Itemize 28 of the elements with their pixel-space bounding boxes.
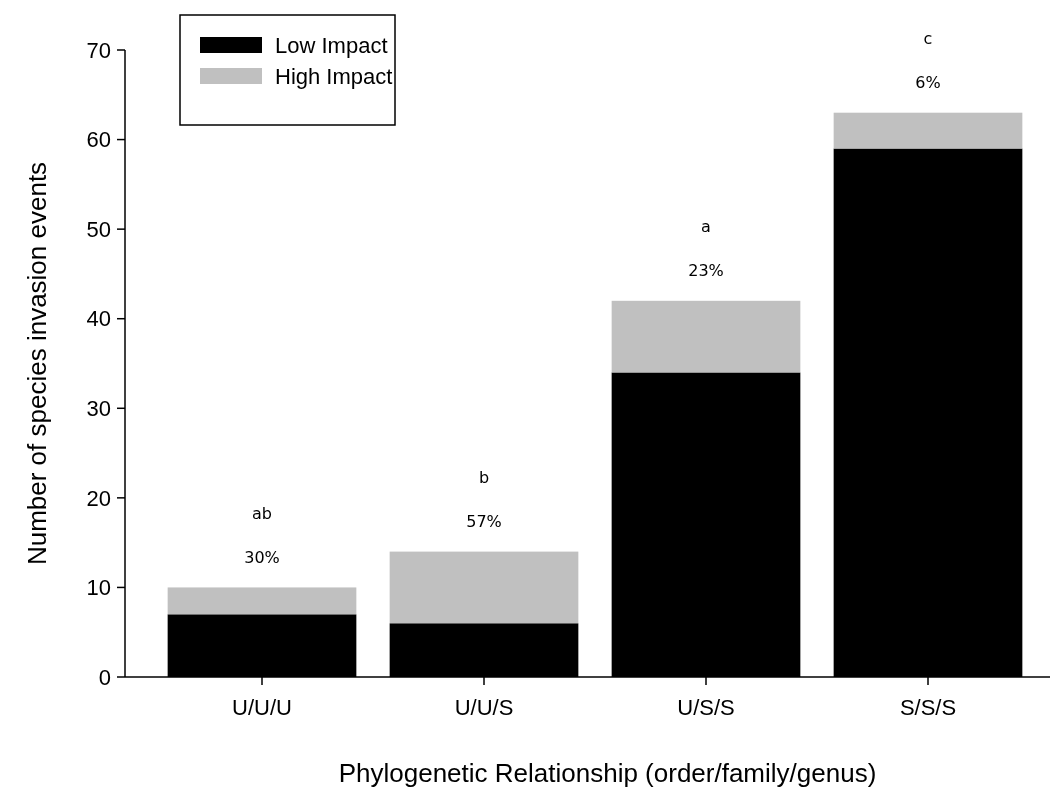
annotation: b xyxy=(478,468,490,488)
x-tick-label: U/S/S xyxy=(677,695,735,720)
legend-label: Low Impact xyxy=(275,32,388,58)
x-tick-label: U/U/U xyxy=(232,695,292,720)
annotation: 57% xyxy=(466,512,502,532)
annotation: ab xyxy=(252,504,272,524)
y-tick-label: 50 xyxy=(86,216,111,242)
bar xyxy=(833,112,1023,149)
annotation: 6% xyxy=(915,73,941,93)
y-axis-title: Number of species invasion events xyxy=(22,161,52,566)
y-tick-label: 60 xyxy=(86,127,111,153)
y-tick-label: 40 xyxy=(86,306,111,332)
y-tick-label: 10 xyxy=(86,575,111,601)
y-tick-label: 0 xyxy=(98,664,111,690)
bar xyxy=(389,551,579,624)
bar xyxy=(611,300,801,373)
annotation: 23% xyxy=(688,261,724,281)
y-tick-label: 30 xyxy=(86,395,111,421)
x-tick-label: U/U/S xyxy=(454,695,514,720)
annotation: a xyxy=(701,217,711,237)
y-tick-label: 20 xyxy=(86,485,111,511)
y-tick-label: 70 xyxy=(86,37,111,63)
text: c xyxy=(923,29,933,49)
annotation: 30% xyxy=(244,548,280,568)
legend-label: High Impact xyxy=(275,63,393,89)
x-tick-label: S/S/S xyxy=(899,695,957,720)
x-axis-title: Phylogenetic Relationship (order/family/genus) xyxy=(338,758,877,788)
bar xyxy=(167,587,357,615)
